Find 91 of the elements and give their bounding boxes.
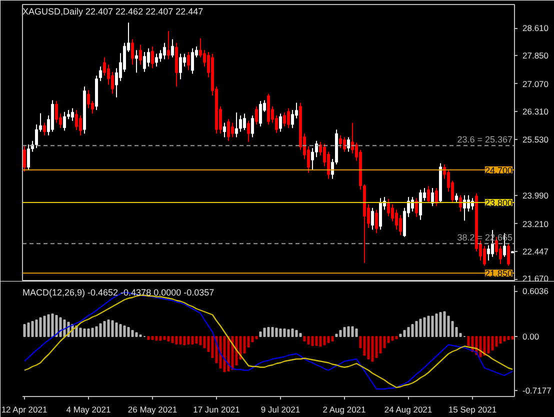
candlestick bbox=[55, 100, 58, 124]
candlestick bbox=[415, 198, 418, 218]
candlestick bbox=[235, 112, 238, 138]
candlestick bbox=[231, 122, 234, 138]
x-tick-label: 24 Aug 2021 bbox=[384, 404, 432, 414]
candlestick bbox=[151, 46, 154, 69]
x-tick-label: 15 Sep 2021 bbox=[448, 404, 497, 414]
candlestick bbox=[467, 194, 470, 212]
candlestick bbox=[287, 108, 290, 129]
y-tick-label: 27.850 bbox=[522, 50, 549, 61]
candlestick bbox=[435, 187, 438, 207]
y-tick-label: 0.6036 bbox=[522, 286, 549, 296]
x-tick-label: 26 May 2021 bbox=[128, 404, 178, 414]
candlestick bbox=[243, 113, 246, 130]
candlestick bbox=[87, 90, 90, 109]
candlestick bbox=[463, 194, 466, 222]
candlestick bbox=[79, 114, 82, 136]
candlestick bbox=[455, 192, 458, 203]
y-tick-label: 27.070 bbox=[522, 78, 549, 89]
y-tick-label: 0.00 bbox=[522, 332, 540, 342]
candlestick bbox=[179, 53, 182, 80]
candlestick bbox=[351, 122, 354, 154]
y-tick-label: 26.310 bbox=[522, 106, 549, 116]
candlestick bbox=[247, 120, 250, 142]
candlestick bbox=[483, 245, 486, 266]
candlestick bbox=[371, 207, 374, 230]
candlestick bbox=[311, 148, 314, 170]
x-tick-label: 2 Aug 2021 bbox=[322, 404, 366, 414]
candlestick bbox=[419, 189, 422, 220]
candlestick bbox=[23, 146, 26, 172]
candlestick bbox=[459, 194, 462, 212]
candlestick bbox=[411, 196, 414, 212]
candlestick bbox=[279, 113, 282, 132]
candlestick bbox=[251, 114, 254, 138]
candlestick bbox=[35, 124, 38, 149]
y-tick-label: 22.447 bbox=[522, 246, 549, 257]
candlestick bbox=[63, 111, 66, 132]
x-tick-label: 9 Jul 2021 bbox=[260, 404, 300, 414]
candlestick bbox=[163, 42, 166, 60]
candlestick bbox=[43, 122, 46, 136]
y-tick-label: 28.610 bbox=[522, 23, 549, 34]
x-tick-label: 17 Jun 2021 bbox=[193, 404, 240, 414]
candlestick bbox=[107, 64, 110, 86]
candlestick bbox=[99, 66, 102, 82]
x-tick-label: 4 May 2021 bbox=[66, 404, 111, 414]
x-tick-label: 12 Apr 2021 bbox=[1, 404, 48, 414]
candlestick bbox=[131, 38, 134, 66]
candlestick bbox=[399, 214, 402, 236]
candlestick bbox=[291, 110, 294, 129]
candlestick bbox=[159, 50, 162, 62]
candlestick bbox=[239, 114, 242, 132]
candlestick bbox=[71, 108, 74, 122]
candlestick bbox=[387, 198, 390, 217]
candlestick bbox=[139, 44, 142, 66]
candlestick bbox=[135, 50, 138, 74]
candlestick bbox=[27, 144, 30, 170]
candlestick bbox=[427, 186, 430, 204]
candlestick bbox=[347, 136, 350, 152]
y-tick-label: 23.990 bbox=[522, 190, 549, 201]
candlestick bbox=[487, 244, 490, 261]
candlestick bbox=[283, 112, 286, 127]
candlestick bbox=[171, 38, 174, 58]
candlestick bbox=[507, 244, 510, 266]
candlestick bbox=[143, 51, 146, 72]
ref-line-label: 24.700 bbox=[484, 165, 513, 176]
candlestick bbox=[191, 48, 194, 74]
candlestick bbox=[75, 110, 78, 130]
candlestick bbox=[255, 106, 258, 126]
candlestick bbox=[227, 118, 230, 142]
candlestick bbox=[167, 30, 170, 60]
candlestick bbox=[259, 100, 262, 127]
ref-line-label: 23.800 bbox=[484, 198, 513, 208]
ref-line-label: 21.850 bbox=[484, 268, 513, 279]
candlestick bbox=[395, 209, 398, 230]
candlestick bbox=[339, 134, 342, 149]
y-tick-label: -0.7177 bbox=[522, 385, 552, 396]
candlestick bbox=[187, 51, 190, 71]
candlestick bbox=[223, 122, 226, 138]
candlestick bbox=[375, 209, 378, 234]
candlestick bbox=[111, 71, 114, 94]
ref-line-label: 23.6 = 25.367 bbox=[457, 134, 513, 145]
y-tick-label: 25.530 bbox=[522, 134, 549, 145]
candlestick bbox=[315, 140, 318, 158]
candlestick bbox=[391, 204, 394, 222]
candlestick bbox=[103, 56, 106, 76]
candlestick bbox=[431, 187, 434, 207]
candlestick bbox=[343, 136, 346, 152]
y-tick-label: 23.210 bbox=[522, 218, 549, 229]
candlestick bbox=[155, 53, 158, 67]
candlestick bbox=[147, 48, 150, 67]
candlestick bbox=[379, 198, 382, 230]
